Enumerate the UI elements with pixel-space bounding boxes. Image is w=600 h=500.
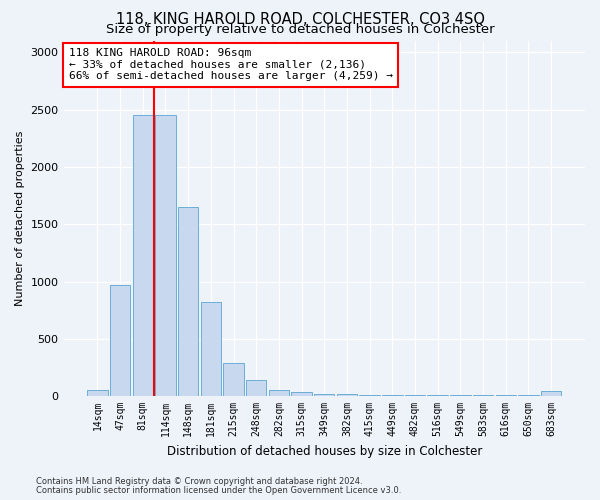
Bar — [133, 116, 153, 396]
Bar — [541, 392, 561, 396]
Text: Contains HM Land Registry data © Crown copyright and database right 2024.: Contains HM Land Registry data © Crown c… — [36, 477, 362, 486]
X-axis label: Distribution of detached houses by size in Colchester: Distribution of detached houses by size … — [167, 444, 482, 458]
Bar — [359, 395, 380, 396]
Bar — [246, 380, 266, 396]
Bar — [87, 390, 107, 396]
Text: Size of property relative to detached houses in Colchester: Size of property relative to detached ho… — [106, 22, 494, 36]
Bar — [337, 394, 357, 396]
Text: 118 KING HAROLD ROAD: 96sqm
← 33% of detached houses are smaller (2,136)
66% of : 118 KING HAROLD ROAD: 96sqm ← 33% of det… — [69, 48, 393, 82]
Bar — [405, 395, 425, 396]
Y-axis label: Number of detached properties: Number of detached properties — [15, 131, 25, 306]
Bar — [110, 285, 130, 396]
Text: Contains public sector information licensed under the Open Government Licence v3: Contains public sector information licen… — [36, 486, 401, 495]
Bar — [223, 364, 244, 396]
Text: 118, KING HAROLD ROAD, COLCHESTER, CO3 4SQ: 118, KING HAROLD ROAD, COLCHESTER, CO3 4… — [115, 12, 485, 26]
Bar — [314, 394, 334, 396]
Bar — [200, 302, 221, 396]
Bar — [155, 116, 176, 396]
Bar — [292, 392, 312, 396]
Bar — [382, 395, 403, 396]
Bar — [178, 207, 199, 396]
Bar — [269, 390, 289, 396]
